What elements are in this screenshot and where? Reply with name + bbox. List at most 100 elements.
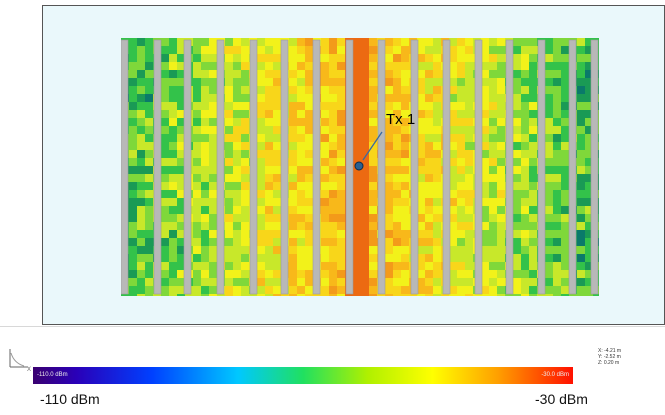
heatmap-cell — [329, 182, 337, 190]
heatmap-cell — [201, 206, 209, 214]
heatmap-cell — [273, 102, 281, 110]
heatmap-cell — [137, 294, 145, 296]
heatmap-cell — [169, 190, 177, 198]
heatmap-cell — [265, 118, 273, 126]
heatmap-cell — [329, 70, 337, 78]
heatmap-cell — [241, 254, 249, 262]
heatmap-cell — [177, 270, 185, 278]
heatmap-cell — [521, 38, 529, 46]
heatmap-cell — [425, 286, 433, 294]
heatmap-cell — [569, 294, 577, 296]
heatmap-cell — [393, 166, 401, 174]
coverage-heatmap — [121, 38, 599, 296]
heatmap-cell — [433, 62, 441, 70]
heatmap-cell — [145, 294, 153, 296]
heatmap-cell — [521, 230, 529, 238]
heatmap-cell — [137, 46, 145, 54]
heatmap-cell — [457, 62, 465, 70]
heatmap-cell — [337, 206, 345, 214]
heatmap-cell — [353, 286, 361, 294]
heatmap-cell — [137, 86, 145, 94]
heatmap-cell — [257, 254, 265, 262]
heatmap-cell — [297, 94, 305, 102]
heatmap-cell — [457, 294, 465, 296]
heatmap-cell — [449, 38, 457, 46]
heatmap-cell — [353, 118, 361, 126]
heatmap-cell — [377, 294, 385, 296]
heatmap-cell — [465, 166, 473, 174]
heatmap-cell — [225, 246, 233, 254]
heatmap-cell — [481, 46, 489, 54]
heatmap-cell — [337, 278, 345, 286]
heatmap-cell — [337, 38, 345, 46]
heatmap-cell — [353, 214, 361, 222]
heatmap-cell — [273, 294, 281, 296]
heatmap-cell — [465, 286, 473, 294]
heatmap-cell — [545, 126, 553, 134]
heatmap-cell — [385, 78, 393, 86]
heatmap-cell — [137, 278, 145, 286]
heatmap-cell — [385, 150, 393, 158]
heatmap-cell — [401, 126, 409, 134]
heatmap-cell — [425, 222, 433, 230]
heatmap-cell — [561, 214, 569, 222]
heatmap-cell — [241, 126, 249, 134]
heatmap-cell — [433, 198, 441, 206]
heatmap-cell — [305, 158, 313, 166]
heatmap-cell — [161, 254, 169, 262]
heatmap-cell — [241, 286, 249, 294]
heatmap-cell — [169, 198, 177, 206]
heatmap-cell — [329, 174, 337, 182]
heatmap-cell — [145, 134, 153, 142]
heatmap-cell — [521, 118, 529, 126]
heatmap-cell — [241, 110, 249, 118]
heatmap-cell — [369, 70, 377, 78]
heatmap-cell — [529, 246, 537, 254]
heatmap-cell — [433, 230, 441, 238]
heatmap-cell — [361, 110, 369, 118]
heatmap-cell — [209, 38, 217, 46]
heatmap-cell — [233, 238, 241, 246]
heatmap-cell — [329, 78, 337, 86]
heatmap-cell — [417, 86, 425, 94]
heatmap-cell — [265, 230, 273, 238]
heatmap-cell — [169, 230, 177, 238]
heatmap-cell — [369, 46, 377, 54]
heatmap-cell — [545, 214, 553, 222]
heatmap-cell — [497, 134, 505, 142]
tx-marker[interactable] — [354, 161, 364, 171]
heatmap-cell — [265, 62, 273, 70]
heatmap-cell — [577, 222, 585, 230]
heatmap-cell — [433, 46, 441, 54]
heatmap-cell — [521, 86, 529, 94]
heatmap-cell — [289, 246, 297, 254]
heatmap-cell — [425, 78, 433, 86]
heatmap-cell — [257, 230, 265, 238]
heatmap-cell — [489, 254, 497, 262]
heatmap-cell — [481, 110, 489, 118]
heatmap-cell — [417, 110, 425, 118]
heatmap-cell — [289, 166, 297, 174]
heatmap-cell — [449, 190, 457, 198]
heatmap-cell — [361, 222, 369, 230]
heatmap-cell — [465, 270, 473, 278]
heatmap-cell — [257, 38, 265, 46]
heatmap-cell — [361, 238, 369, 246]
heatmap-cell — [145, 118, 153, 126]
heatmap-cell — [241, 206, 249, 214]
heatmap-cell — [177, 94, 185, 102]
heatmap-cell — [145, 38, 153, 46]
heatmap-cell — [305, 38, 313, 46]
heatmap-cell — [297, 158, 305, 166]
heatmap-cell — [401, 286, 409, 294]
heatmap-cell — [521, 254, 529, 262]
heatmap-cell — [577, 78, 585, 86]
heatmap-cell — [521, 46, 529, 54]
wall-column — [442, 39, 451, 295]
heatmap-cell — [553, 62, 561, 70]
heatmap-cell — [393, 134, 401, 142]
heatmap-cell — [353, 270, 361, 278]
heatmap-cell — [553, 126, 561, 134]
heatmap-cell — [329, 214, 337, 222]
heatmap-cell — [305, 190, 313, 198]
